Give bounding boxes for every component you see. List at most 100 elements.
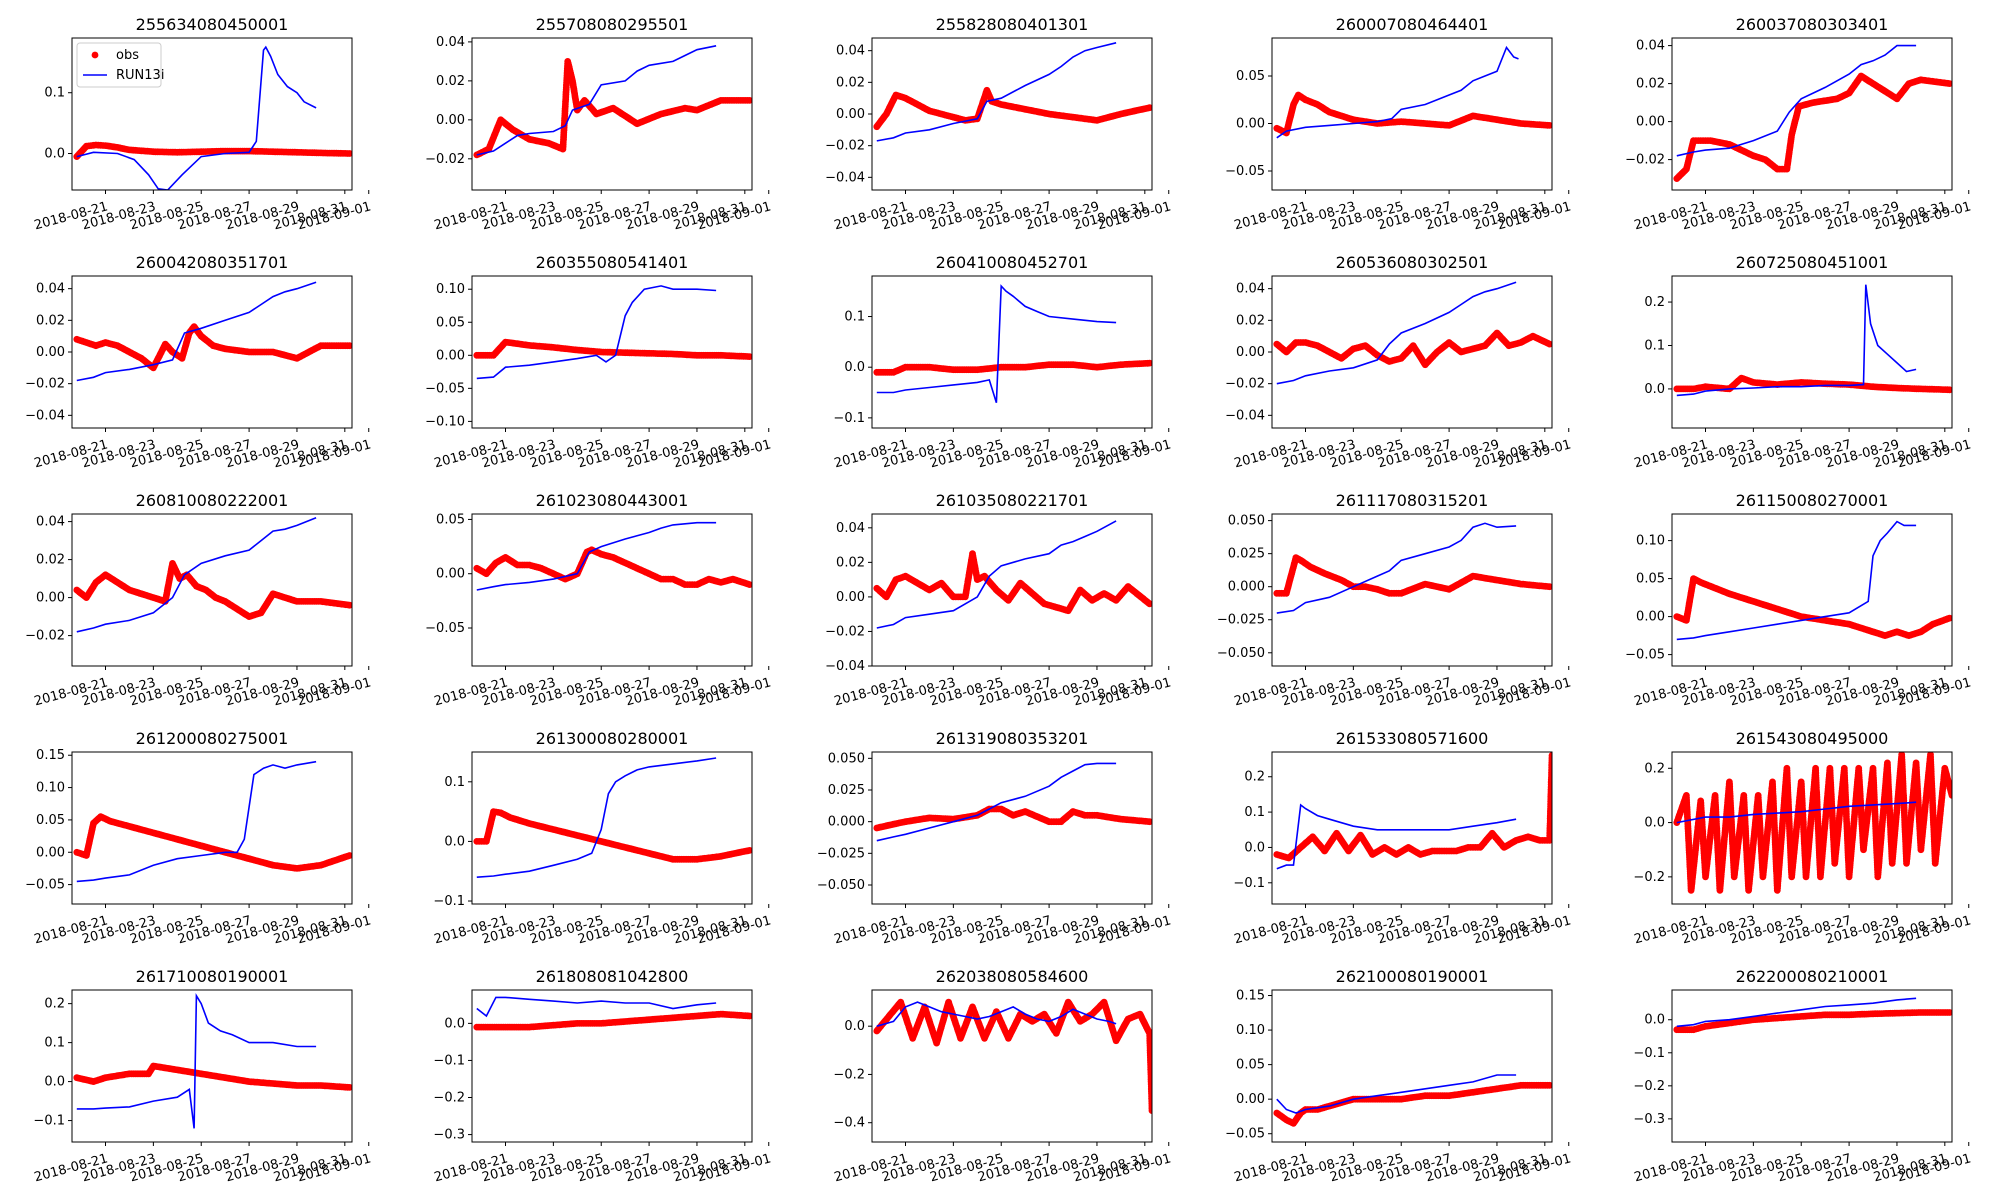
obs-point xyxy=(746,353,752,360)
axes-frame xyxy=(1671,37,1953,191)
subplot-title: 260355080541401 xyxy=(536,253,689,272)
subplot: 2556340804500010.00.12018-08-212018-08-2… xyxy=(33,15,373,233)
y-tick-label: 0.04 xyxy=(836,44,865,59)
y-tick-label: 0.10 xyxy=(36,781,65,796)
axes-frame xyxy=(871,275,1153,429)
model-series-line xyxy=(476,521,717,591)
subplot: 261035080221701−0.04−0.020.000.020.04201… xyxy=(825,491,1173,709)
y-tick-label: −0.02 xyxy=(1625,153,1665,168)
obs-series xyxy=(1673,374,1952,394)
model-series-line xyxy=(876,520,1117,629)
model-series-line xyxy=(476,285,717,380)
y-tick-label: 0.1 xyxy=(1244,805,1265,820)
obs-series xyxy=(473,338,752,360)
y-tick-label: 0.00 xyxy=(36,845,65,860)
obs-point xyxy=(1548,752,1552,759)
subplot-title: 261543080495000 xyxy=(1736,729,1889,748)
subplot: 261023080443001−0.050.000.052018-08-2120… xyxy=(425,491,773,709)
axes-frame xyxy=(71,513,353,667)
subplot: 261200080275001−0.050.000.050.100.152018… xyxy=(25,729,373,947)
y-tick-label: −0.02 xyxy=(425,152,465,167)
obs-point xyxy=(346,342,352,350)
axes-frame xyxy=(471,275,753,429)
y-tick-label: 0.0 xyxy=(444,834,465,849)
subplot: 260536080302501−0.04−0.020.000.020.04201… xyxy=(1225,253,1573,471)
y-tick-label: −0.05 xyxy=(25,878,65,893)
obs-series xyxy=(1673,752,1952,894)
obs-series xyxy=(73,813,352,872)
y-tick-label: 0.00 xyxy=(36,591,65,606)
obs-point xyxy=(1946,386,1952,394)
subplot: 261543080495000−0.20.00.22018-08-212018-… xyxy=(1633,729,1973,947)
obs-point xyxy=(746,847,752,854)
obs-series xyxy=(1273,329,1552,369)
model-series-line xyxy=(876,42,1117,142)
subplot-title: 260042080351701 xyxy=(136,253,289,272)
obs-series xyxy=(73,560,352,620)
subplot: 2607250804510010.00.10.22018-08-212018-0… xyxy=(1633,253,1973,471)
y-tick-label: 0.00 xyxy=(1236,345,1265,360)
y-tick-label: 0.05 xyxy=(1236,69,1265,84)
y-tick-label: 0.04 xyxy=(1236,282,1265,297)
axes-frame xyxy=(471,513,753,667)
obs-point xyxy=(1146,104,1152,112)
y-tick-label: −0.050 xyxy=(817,878,865,893)
obs-series xyxy=(1673,72,1952,183)
y-tick-label: 0.02 xyxy=(836,555,865,570)
subplot: 260355080541401−0.10−0.050.000.050.10201… xyxy=(425,253,773,471)
axes-frame xyxy=(1671,275,1953,429)
axes-frame xyxy=(1271,37,1553,191)
y-tick-label: 0.00 xyxy=(436,348,465,363)
y-tick-label: 0.0 xyxy=(844,360,865,375)
y-tick-label: 0.04 xyxy=(1636,39,1665,54)
model-series-line xyxy=(1676,284,1917,397)
legend-obs-marker xyxy=(91,51,99,59)
model-series-line xyxy=(876,762,1117,842)
subplot-title: 260410080452701 xyxy=(936,253,1089,272)
y-tick-label: −0.025 xyxy=(817,846,865,861)
y-tick-label: 0.05 xyxy=(436,512,465,527)
y-tick-label: 0.00 xyxy=(1636,610,1665,625)
subplot-title: 260536080302501 xyxy=(1336,253,1489,272)
obs-point xyxy=(746,97,752,104)
y-tick-label: 0.04 xyxy=(436,35,465,50)
y-tick-label: 0.0 xyxy=(1644,382,1665,397)
obs-series xyxy=(873,359,1152,376)
subplot-title: 255634080450001 xyxy=(136,15,289,34)
y-tick-label: 0.2 xyxy=(1644,295,1665,310)
obs-point xyxy=(1946,80,1952,87)
obs-series xyxy=(473,58,752,159)
y-tick-label: 0.2 xyxy=(1244,770,1265,785)
legend-obs-label: obs xyxy=(116,48,139,63)
subplot: 261117080315201−0.050−0.0250.0000.0250.0… xyxy=(1217,491,1573,709)
y-tick-label: −0.05 xyxy=(425,381,465,396)
y-tick-label: 0.1 xyxy=(444,775,465,790)
subplot-title: 261035080221701 xyxy=(936,491,1089,510)
axes-frame xyxy=(1271,513,1553,667)
y-tick-label: −0.02 xyxy=(825,139,865,154)
subplot: 261533080571600−0.10.00.10.22018-08-2120… xyxy=(1233,729,1573,947)
y-tick-label: −0.05 xyxy=(425,621,465,636)
y-tick-label: −0.04 xyxy=(25,408,65,423)
obs-series xyxy=(473,808,752,863)
y-tick-label: −0.1 xyxy=(1233,876,1265,891)
model-series-line xyxy=(1276,281,1517,385)
axes-frame xyxy=(71,37,353,191)
subplot: 255708080295501−0.020.000.020.042018-08-… xyxy=(425,15,773,233)
model-series-line xyxy=(76,760,317,883)
obs-series xyxy=(473,546,752,588)
subplot: 261319080353201−0.050−0.0250.0000.0250.0… xyxy=(817,729,1173,947)
subplot-title: 261023080443001 xyxy=(536,491,689,510)
y-tick-label: −0.02 xyxy=(825,624,865,639)
obs-point xyxy=(1146,359,1152,367)
y-tick-label: 0.02 xyxy=(1236,313,1265,328)
subplot: 261150080270001−0.050.000.050.102018-08-… xyxy=(1625,491,1973,709)
y-tick-label: 0.02 xyxy=(36,313,65,328)
y-tick-label: 0.050 xyxy=(828,751,865,766)
model-series-line xyxy=(1276,45,1519,139)
axes-frame xyxy=(871,513,1153,667)
subplot-title: 260007080464401 xyxy=(1336,15,1489,34)
axes-frame xyxy=(471,751,753,905)
